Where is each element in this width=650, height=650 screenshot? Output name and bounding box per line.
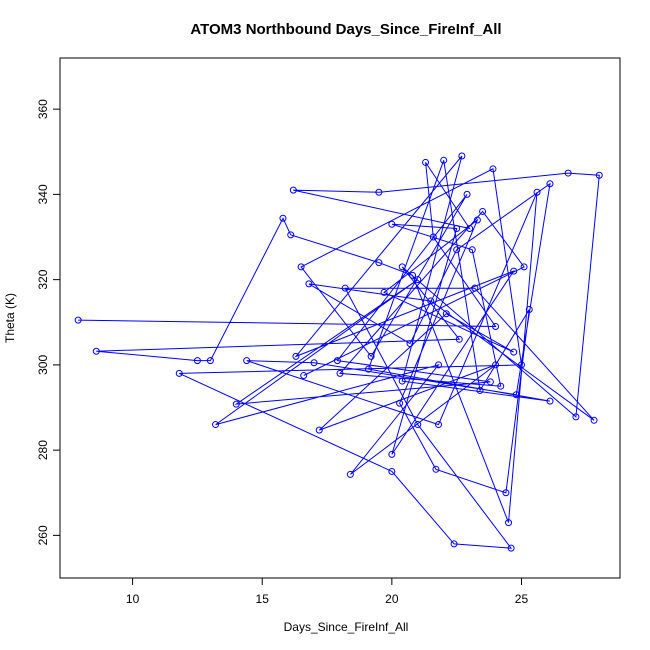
data-point (489, 165, 497, 173)
data-point (305, 280, 313, 288)
data-point (74, 316, 82, 324)
plot-area: 10 15 20 25 260 280 300 320 340 360 (36, 57, 621, 606)
data-point (206, 357, 214, 365)
data-point (453, 246, 461, 254)
data-point (502, 489, 510, 497)
data-point (564, 169, 572, 177)
y-axis-label: Theta (K) (3, 293, 17, 343)
data-point (375, 259, 383, 267)
data-point (310, 359, 318, 367)
data-point (287, 231, 295, 239)
data-point (533, 188, 541, 196)
data-point (289, 186, 297, 194)
chart-title: ATOM3 Northbound Days_Since_FireInf_All (190, 21, 501, 38)
data-point (193, 357, 201, 365)
data-point (440, 156, 448, 164)
data-point (333, 357, 341, 365)
data-point (429, 233, 437, 241)
data-point (450, 540, 458, 548)
data-point (512, 391, 520, 399)
data-point (212, 421, 220, 429)
data-point (473, 216, 481, 224)
data-point (375, 188, 383, 196)
data-point (367, 352, 375, 360)
data-point (396, 399, 404, 407)
data-point (300, 372, 308, 380)
data-point (492, 361, 500, 369)
data-point (497, 382, 505, 390)
data-point (546, 180, 554, 188)
data-point (455, 335, 463, 343)
data-point (510, 348, 518, 356)
data-point (517, 361, 525, 369)
data-point (279, 214, 287, 222)
data-point (341, 284, 349, 292)
data-point (388, 450, 396, 458)
data-point (232, 400, 240, 408)
data-point (458, 152, 466, 160)
y-tick-label: 360 (36, 99, 50, 119)
data-point (471, 284, 479, 292)
data-point (520, 263, 528, 271)
series-line (78, 155, 600, 549)
data-point (453, 224, 461, 232)
data-point (297, 263, 305, 271)
x-tick-label: 25 (515, 592, 529, 606)
data-point (466, 224, 474, 232)
x-tick-label: 20 (385, 592, 399, 606)
data-point (442, 310, 450, 318)
data-point (463, 190, 471, 198)
data-point (365, 365, 373, 373)
plot-frame (59, 57, 621, 579)
x-tick-label: 15 (256, 592, 270, 606)
data-point (435, 421, 443, 429)
data-point (346, 470, 354, 478)
data-point (510, 267, 518, 275)
data-point (380, 288, 388, 296)
data-point (388, 220, 396, 228)
y-tick-label: 280 (36, 440, 50, 460)
data-point (572, 413, 580, 421)
data-point (388, 467, 396, 475)
data-point (414, 421, 422, 429)
data-point (595, 171, 603, 179)
data-point (590, 416, 598, 424)
x-axis-label: Days_Since_FireInf_All (284, 620, 409, 634)
data-point (406, 340, 414, 348)
data-point (546, 397, 554, 405)
data-point (409, 271, 417, 279)
data-point (479, 207, 487, 215)
data-point (243, 357, 251, 365)
data-point (175, 369, 183, 377)
data-point (468, 246, 476, 254)
data-point (432, 465, 440, 473)
y-tick-label: 300 (36, 355, 50, 375)
y-tick-label: 320 (36, 269, 50, 289)
data-point (398, 263, 406, 271)
data-point (476, 386, 484, 394)
data-point (492, 323, 500, 331)
data-point (435, 361, 443, 369)
y-tick-label: 260 (36, 525, 50, 545)
y-tick-label: 340 (36, 184, 50, 204)
data-point (92, 347, 100, 355)
data-point (507, 544, 515, 552)
data-point (292, 352, 300, 360)
data-point (414, 276, 422, 284)
data-point (336, 369, 344, 377)
data-point (398, 377, 406, 385)
data-point (505, 519, 513, 527)
x-tick-label: 10 (126, 592, 140, 606)
data-point (422, 158, 430, 166)
data-point (486, 378, 494, 386)
data-point (427, 297, 435, 305)
data-point (525, 305, 533, 313)
data-point (315, 426, 323, 434)
